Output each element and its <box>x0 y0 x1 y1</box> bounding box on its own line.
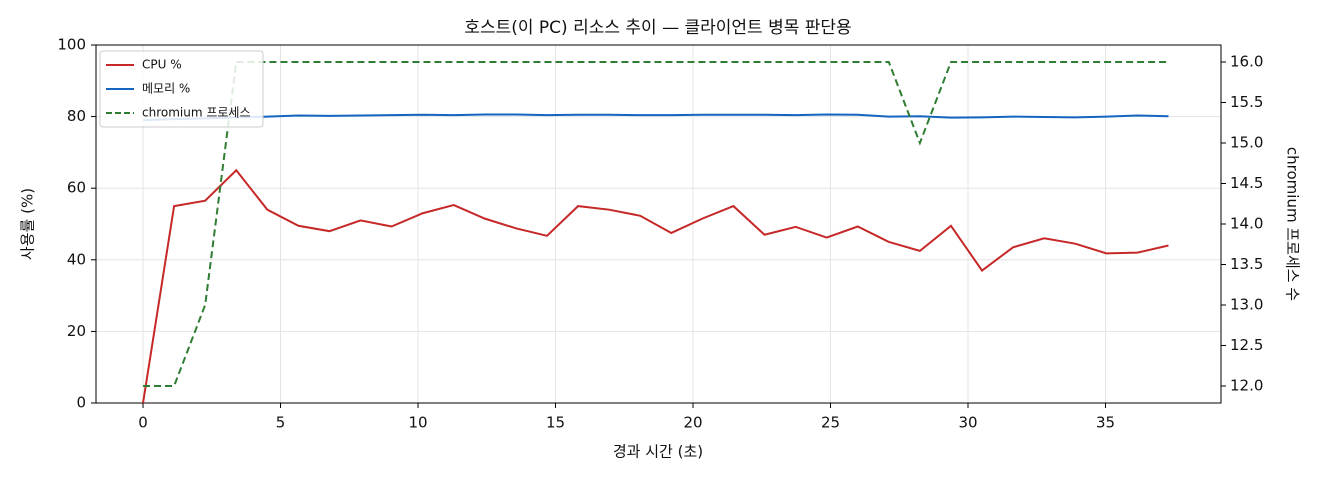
y-tick-label: 100 <box>57 36 86 54</box>
x-tick-label: 10 <box>408 414 427 432</box>
y2-tick-label: 16.0 <box>1230 53 1263 71</box>
x-tick-label: 5 <box>276 414 286 432</box>
y-tick-label: 0 <box>76 394 86 412</box>
y2-tick-label: 13.5 <box>1230 255 1263 273</box>
y-tick-label: 60 <box>67 179 86 197</box>
legend-box <box>99 50 264 128</box>
y-axis-label: 사용률 (%) <box>19 188 37 260</box>
x-tick-label: 30 <box>958 414 977 432</box>
y-tick-label: 40 <box>67 250 86 268</box>
data-line <box>142 113 1169 122</box>
x-tick-label: 15 <box>546 414 565 432</box>
x-tick-label: 25 <box>821 414 840 432</box>
y2-tick-label: 15.0 <box>1230 134 1263 152</box>
y2-tick-label: 15.5 <box>1230 93 1263 111</box>
y2-tick-label: 13.0 <box>1230 295 1263 313</box>
y2-tick-label: 12.0 <box>1230 376 1263 394</box>
x-tick-label: 0 <box>138 414 148 432</box>
x-tick-label: 20 <box>683 414 702 432</box>
legend-label: 메모리 % <box>142 82 190 96</box>
legend-label: chromium 프로세스 <box>142 106 251 120</box>
legend-label: CPU % <box>142 58 182 72</box>
y2-tick-label: 14.0 <box>1230 215 1263 233</box>
y2-axis-label: chromium 프로세스 수 <box>1284 147 1302 301</box>
y2-tick-label: 12.5 <box>1230 336 1263 354</box>
data-line <box>143 61 1169 387</box>
y-tick-label: 20 <box>67 322 86 340</box>
x-tick-label: 35 <box>1096 414 1115 432</box>
chart-title: 호스트(이 PC) 리소스 추이 — 클라이언트 병목 판단용 <box>464 18 851 38</box>
data-line <box>142 168 1169 404</box>
plot-frame <box>95 44 1222 404</box>
y2-tick-label: 14.5 <box>1230 174 1263 192</box>
x-axis-label: 경과 시간 (초) <box>613 443 703 461</box>
y-tick-label: 80 <box>67 107 86 125</box>
